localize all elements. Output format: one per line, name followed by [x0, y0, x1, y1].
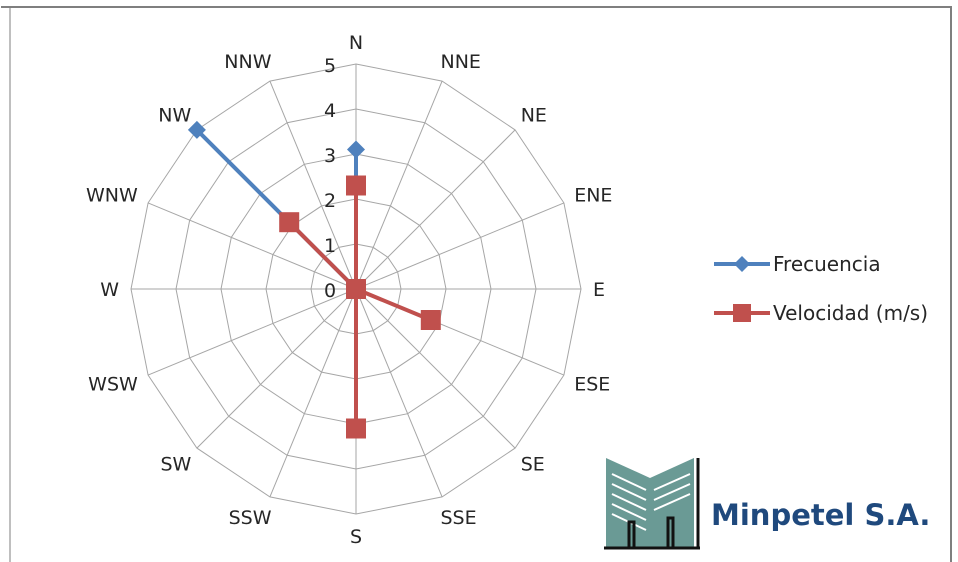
- data-point-nnw[interactable]: [346, 279, 366, 299]
- category-label-ssw: SSW: [229, 507, 272, 529]
- series-layer: [187, 120, 441, 439]
- legend-label-frecuencia: Frecuencia: [773, 252, 881, 276]
- category-label-e: E: [593, 279, 605, 301]
- radial-tick-label: 0: [324, 280, 336, 302]
- spoke-ssw: [269, 288, 357, 498]
- logo: Minpetel S.A.: [604, 458, 930, 550]
- legend-label-velocidad: Velocidad (m/s): [773, 301, 928, 325]
- spoke-se: [355, 288, 516, 449]
- category-label-ese: ESE: [574, 374, 610, 396]
- spoke-wsw: [147, 288, 357, 376]
- spoke-ene: [355, 202, 565, 290]
- category-label-sw: SW: [160, 454, 191, 476]
- spoke-sse: [355, 288, 443, 498]
- radial-tick-label: 3: [324, 145, 336, 167]
- radial-tick-label: 4: [324, 100, 336, 122]
- category-label-wnw: WNW: [86, 185, 138, 207]
- radial-tick-label: 5: [324, 55, 336, 77]
- logo-mark-icon: [604, 458, 700, 550]
- category-label-w: W: [100, 279, 119, 301]
- legend-item-frecuencia[interactable]: Frecuencia: [714, 252, 881, 276]
- legend-marker-square: [733, 304, 751, 322]
- legend-item-velocidad[interactable]: Velocidad (m/s): [714, 301, 928, 325]
- spoke-nnw: [269, 80, 357, 290]
- spoke-sw: [196, 288, 357, 449]
- radial-tick-label: 2: [324, 190, 336, 212]
- data-point-nw[interactable]: [279, 212, 300, 233]
- spoke-nne: [355, 80, 443, 290]
- category-label-s: S: [350, 526, 362, 548]
- category-label-nw: NW: [158, 104, 191, 126]
- category-label-sse: SSE: [441, 507, 477, 529]
- legend: Frecuencia Velocidad (m/s): [714, 252, 928, 325]
- category-labels: N NNE NE ENE E ESE SE SSE S SSW SW WSW W WNW NW NNW: [86, 32, 612, 548]
- category-label-ne: NE: [521, 104, 547, 126]
- radial-tick-label: 1: [324, 235, 336, 257]
- series-line: [287, 185, 433, 431]
- spoke-ne: [355, 129, 516, 290]
- category-label-se: SE: [521, 454, 545, 476]
- data-point-n[interactable]: [347, 140, 365, 159]
- category-label-nnw: NNW: [224, 51, 271, 73]
- data-point-nw[interactable]: [187, 120, 206, 139]
- data-point-n[interactable]: [346, 175, 366, 196]
- category-label-nne: NNE: [441, 51, 481, 73]
- category-label-ene: ENE: [574, 185, 612, 207]
- data-point-ese[interactable]: [420, 310, 441, 330]
- data-point-s[interactable]: [346, 418, 366, 439]
- legend-marker-diamond: [734, 256, 750, 272]
- logo-text: Minpetel S.A.: [711, 498, 930, 532]
- category-label-n: N: [349, 32, 363, 54]
- series-velocidad: [279, 175, 441, 439]
- radial-tick-labels: 0 1 2 3 4 5: [324, 55, 336, 302]
- category-label-wsw: WSW: [88, 374, 138, 396]
- spoke-wnw: [147, 202, 357, 290]
